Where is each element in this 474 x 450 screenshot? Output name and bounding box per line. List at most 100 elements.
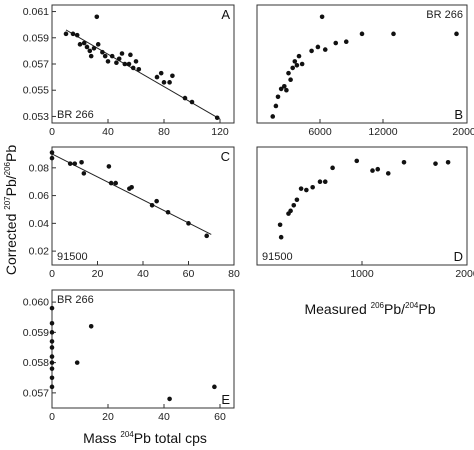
panel-a-data-point — [170, 73, 175, 79]
panel-c-data-point — [113, 180, 118, 186]
panel-a-data-point — [70, 31, 76, 37]
panel-d-data-point — [354, 158, 360, 164]
panel-a-letter: A — [221, 7, 230, 22]
panel-d-data-point — [291, 203, 297, 208]
panel-e-xtick-label: 0 — [49, 411, 55, 423]
panel-a-data-point — [161, 80, 167, 85]
panel-c-data-point — [81, 171, 87, 176]
panel-a-data-point — [154, 74, 160, 80]
panel-c-sample-label: 91500 — [57, 251, 88, 263]
panel-d-xtick-label: 1000 — [350, 268, 374, 280]
panel-c-data-point — [129, 184, 134, 190]
panel-b-data-point — [322, 47, 328, 52]
x-axis-label-right: Measured 206Pb/204Pb — [304, 301, 435, 317]
panel-b-data-point — [309, 48, 314, 54]
panel-a-data-point — [109, 53, 115, 59]
panel-e-sample-label: BR 266 — [57, 294, 94, 306]
panel-a-frame — [51, 4, 235, 124]
y-axis-label: Corrected 207Pb/206Pb — [3, 145, 19, 275]
panel-c-xtick-label: 40 — [137, 268, 149, 280]
panel-e-ytick-label: 0.059 — [23, 327, 49, 339]
panel-c-data-point — [154, 198, 159, 204]
panel-e-data-point — [49, 384, 55, 390]
panel-c-data-point — [186, 221, 191, 226]
panel-a-data-point — [128, 52, 133, 58]
panel-e-xtick-label: 20 — [102, 411, 114, 423]
panel-e-xtick-label: 40 — [158, 411, 170, 423]
panel-d-letter: D — [454, 249, 463, 264]
panel-a-data-point — [91, 45, 97, 51]
panel-d-data-point — [278, 234, 284, 240]
panel-d-xtick-label: 2000 — [455, 268, 474, 280]
panel-d-data-point — [322, 179, 328, 185]
panel-b-frame — [256, 4, 468, 124]
panel-b-data-point — [296, 53, 302, 59]
panel-e-data-point — [49, 354, 55, 359]
panel-b-data-point — [359, 31, 365, 37]
panel-a-ytick-label: 0.059 — [23, 32, 49, 44]
panel-a-ytick-label: 0.055 — [23, 85, 49, 97]
panel-c-data-point — [204, 233, 209, 239]
panel-b-data-point — [292, 59, 298, 64]
panel-c-data-point — [165, 209, 171, 215]
panel-d-data-point — [317, 179, 323, 185]
panel-a-data-point — [87, 48, 93, 54]
panel-d-data-point — [330, 165, 335, 171]
panel-a-data-point — [182, 95, 188, 101]
panel-e-xtick-label: 60 — [214, 411, 226, 423]
panel-c-data-point — [106, 164, 112, 169]
panel-c-letter: C — [221, 149, 230, 164]
panel-b-sample-label: BR 266 — [426, 9, 463, 21]
panel-c-ytick-label: 0.06 — [29, 190, 50, 202]
panel-a-data-point — [100, 49, 105, 55]
panel-d-data-point — [294, 197, 300, 203]
panel-c-xtick-label: 60 — [183, 268, 195, 280]
panel-e-data-point — [167, 396, 172, 402]
panel-b-data-point — [391, 31, 396, 37]
panel-b-data-point — [333, 40, 339, 46]
panel-b: 6000 12000 20000 B BR 266 — [256, 4, 474, 138]
panel-c-data-point — [149, 203, 155, 208]
panel-b-xtick-label: 12000 — [368, 126, 397, 138]
panel-b-data-point — [273, 103, 279, 109]
panel-e-data-point — [88, 324, 94, 329]
panel-a-data-point — [84, 44, 90, 50]
panels-group: 0 40 80 120 0.053 0.055 0.057 0.059 0.061 A BR 266… — [23, 4, 474, 423]
panel-b-data-point — [319, 14, 325, 20]
panel-b-data-point — [270, 114, 276, 119]
panel-a-ytick-label: 0.053 — [23, 111, 49, 123]
panel-c-data-point — [108, 180, 114, 186]
panel-e-data-point — [49, 305, 55, 311]
panel-b-data-point — [284, 87, 289, 93]
panel-a-data-point — [77, 42, 83, 47]
panel-a-data-point — [133, 59, 139, 64]
panel-a-data-point — [63, 31, 69, 37]
panel-a: 0 40 80 120 0.053 0.055 0.057 0.059 0.061 A BR 266 — [23, 4, 235, 138]
panel-e-frame — [51, 289, 235, 409]
panel-d-data-point — [288, 208, 293, 214]
panel-b-data-point — [282, 83, 287, 89]
panel-e-ytick-label: 0.057 — [23, 387, 49, 399]
panel-a-xtick-label: 0 — [49, 126, 55, 138]
panel-a-xtick-label: 80 — [158, 126, 170, 138]
panel-a-data-point — [116, 56, 122, 62]
panel-e-ytick-label: 0.058 — [23, 357, 49, 369]
panel-e-data-point — [49, 366, 55, 371]
panel-e-data-point — [212, 384, 217, 390]
panel-d-data-point — [298, 186, 304, 191]
panel-c-ytick-label: 0.04 — [29, 218, 50, 230]
panel-b-xtick-label: 6000 — [308, 126, 332, 138]
panel-b-data-point — [286, 70, 291, 76]
panel-b-data-point — [275, 94, 281, 100]
panel-c-xtick-label: 0 — [49, 268, 55, 280]
panel-a-data-point — [81, 40, 87, 46]
panel-a-data-point — [114, 60, 119, 65]
panel-e-data-point — [49, 320, 55, 326]
panel-c-data-point — [67, 161, 73, 166]
panel-e: 0 20 40 60 0.057 0.058 0.059 0.060 E BR 266 — [23, 289, 235, 423]
panel-a-data-point — [94, 14, 100, 20]
panel-b-data-point — [454, 31, 459, 37]
panel-a-data-point — [189, 99, 195, 105]
panel-d-sample-label: 91500 — [262, 251, 293, 263]
